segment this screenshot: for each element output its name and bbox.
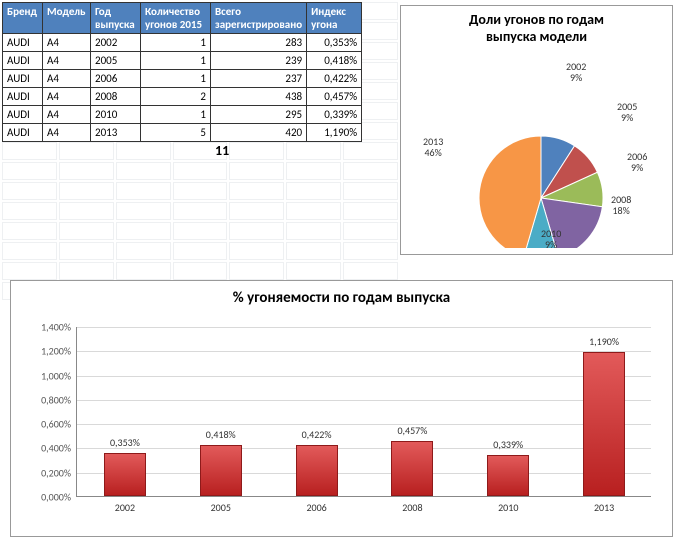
pie-title-line2: выпуска модели — [486, 28, 587, 45]
table-cell: AUDI — [3, 52, 43, 70]
col-header: Всего зарегистрировано — [211, 3, 307, 34]
data-table: БрендМодельГод выпускаКоличество угонов … — [2, 2, 362, 142]
bar-value-label: 0,418% — [191, 428, 251, 441]
table-cell: 2008 — [91, 88, 141, 106]
bar — [296, 445, 338, 496]
table-row: AUDIA4201012950,339% — [3, 106, 362, 124]
table-cell: A4 — [43, 124, 91, 142]
pie-chart-panel: Доли угонов по годам выпуска модели 2002… — [400, 5, 673, 255]
table-cell: 2002 — [91, 34, 141, 52]
table-cell: A4 — [43, 106, 91, 124]
y-axis-label: 0,600% — [21, 418, 71, 431]
table-cell: 438 — [211, 88, 307, 106]
pie-slice-label: 20069% — [627, 151, 647, 173]
gridline — [77, 376, 651, 377]
table-cell: 237 — [211, 70, 307, 88]
total-value: 11 — [215, 142, 229, 159]
table-cell: 2013 — [91, 124, 141, 142]
table-cell: A4 — [43, 52, 91, 70]
x-axis-label: 2008 — [382, 501, 442, 514]
bar — [391, 441, 433, 496]
gridline — [77, 448, 651, 449]
table-cell: AUDI — [3, 124, 43, 142]
table-cell: AUDI — [3, 34, 43, 52]
y-axis-label: 1,000% — [21, 369, 71, 382]
bar-chart-plot: 0,000%0,200%0,400%0,600%0,800%1,000%1,20… — [76, 327, 651, 497]
col-header: Количество угонов 2015 — [141, 3, 211, 34]
table-row: AUDIA4200612370,422% — [3, 70, 362, 88]
table-cell: 1 — [141, 70, 211, 88]
bar-value-label: 0,339% — [478, 438, 538, 451]
y-axis-label: 0,800% — [21, 393, 71, 406]
table-cell: 239 — [211, 52, 307, 70]
table-cell: 1,190% — [307, 124, 362, 142]
table-cell: 1 — [141, 34, 211, 52]
pie-slice-label: 201346% — [423, 136, 443, 158]
table-cell: 5 — [141, 124, 211, 142]
table-cell: A4 — [43, 88, 91, 106]
bar-value-label: 0,353% — [95, 436, 155, 449]
gridline — [77, 327, 651, 328]
table-cell: 0,422% — [307, 70, 362, 88]
bar — [200, 445, 242, 496]
pie-slice — [479, 136, 541, 248]
table-cell: 283 — [211, 34, 307, 52]
pie-slice-label: 20109% — [541, 228, 561, 250]
bar — [487, 455, 529, 496]
pie-chart-title: Доли угонов по годам выпуска модели — [401, 6, 672, 48]
x-axis-label: 2002 — [95, 501, 155, 514]
gridline — [77, 424, 651, 425]
table-cell: 420 — [211, 124, 307, 142]
x-axis-label: 2006 — [287, 501, 347, 514]
table-cell: AUDI — [3, 70, 43, 88]
y-axis-label: 1,400% — [21, 321, 71, 334]
table-cell: 0,339% — [307, 106, 362, 124]
table-cell: 0,457% — [307, 88, 362, 106]
pie-title-line1: Доли угонов по годам — [469, 11, 604, 28]
pie-slice-label: 20029% — [566, 61, 586, 83]
bar-chart-title: % угоняемости по годам выпуска — [11, 281, 672, 311]
bar-value-label: 1,190% — [574, 335, 634, 348]
pie-slice-label: 20059% — [617, 101, 637, 123]
table-zone: БрендМодельГод выпускаКоличество угонов … — [0, 0, 400, 270]
bar-value-label: 0,457% — [382, 424, 442, 437]
table-cell: 0,353% — [307, 34, 362, 52]
table-cell: 2010 — [91, 106, 141, 124]
col-header: Модель — [43, 3, 91, 34]
x-axis-label: 2013 — [574, 501, 634, 514]
bar-chart-panel: % угоняемости по годам выпуска 0,000%0,2… — [10, 280, 673, 537]
table-cell: A4 — [43, 34, 91, 52]
bar — [583, 352, 625, 497]
col-header: Бренд — [3, 3, 43, 34]
table-cell: 295 — [211, 106, 307, 124]
table-cell: 0,418% — [307, 52, 362, 70]
col-header: Год выпуска — [91, 3, 141, 34]
table-row: AUDIA4200824380,457% — [3, 88, 362, 106]
table-cell: 1 — [141, 106, 211, 124]
y-axis-label: 0,200% — [21, 466, 71, 479]
table-row: AUDIA4200212830,353% — [3, 34, 362, 52]
x-axis-label: 2010 — [478, 501, 538, 514]
x-axis-label: 2005 — [191, 501, 251, 514]
table-cell: AUDI — [3, 106, 43, 124]
table-row: AUDIA4201354201,190% — [3, 124, 362, 142]
bar — [104, 453, 146, 496]
bar-value-label: 0,422% — [287, 428, 347, 441]
y-axis-label: 0,000% — [21, 491, 71, 504]
gridline — [77, 473, 651, 474]
y-axis-label: 1,200% — [21, 345, 71, 358]
table-cell: AUDI — [3, 88, 43, 106]
col-header: Индекс угона — [307, 3, 362, 34]
table-cell: 2 — [141, 88, 211, 106]
table-cell: 2006 — [91, 70, 141, 88]
table-cell: 2005 — [91, 52, 141, 70]
gridline — [77, 351, 651, 352]
gridline — [77, 400, 651, 401]
y-axis-label: 0,400% — [21, 442, 71, 455]
table-cell: 1 — [141, 52, 211, 70]
pie-slice-label: 200818% — [611, 194, 631, 216]
table-cell: A4 — [43, 70, 91, 88]
table-row: AUDIA4200512390,418% — [3, 52, 362, 70]
